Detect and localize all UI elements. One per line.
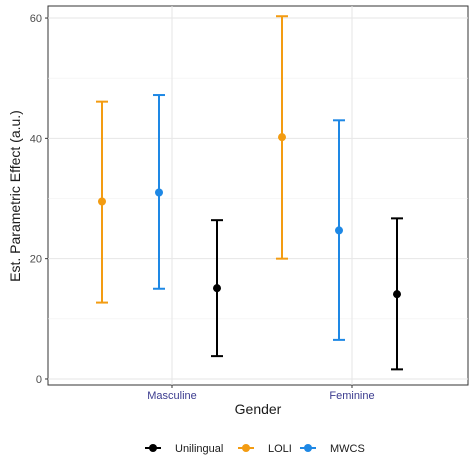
legend-label-unilingual: Unilingual [175,443,223,455]
data-marks [96,15,403,371]
legend-key-point-unilingual [149,444,157,452]
legend-label-loli: LOLI [268,443,292,455]
point-mwcs [335,226,343,235]
legend-key-point-mwcs [304,444,312,452]
y-tick-label: 60 [30,13,42,25]
y-tick-label: 0 [36,374,42,386]
legend-label-mwcs: MWCS [330,443,365,455]
x-axis: Masculine Feminine [147,385,375,402]
legend: Unilingual LOLI MWCS [145,443,365,455]
point-unilingual [393,290,401,299]
y-axis: 0 20 40 60 [30,13,48,386]
y-axis-title: Est. Parametric Effect (a.u.) [7,110,23,282]
x-axis-title: Gender [235,401,282,417]
point-loli [278,133,286,142]
point-mwcs [155,188,163,197]
y-tick-label: 20 [30,254,42,266]
x-tick-label: Masculine [147,390,197,402]
y-tick-label: 40 [30,133,42,145]
legend-key-point-loli [242,444,250,452]
grid-lines [48,6,468,385]
plot-panel [47,5,469,386]
x-tick-label: Feminine [329,390,374,402]
point-loli [98,197,106,206]
point-unilingual [213,284,221,293]
